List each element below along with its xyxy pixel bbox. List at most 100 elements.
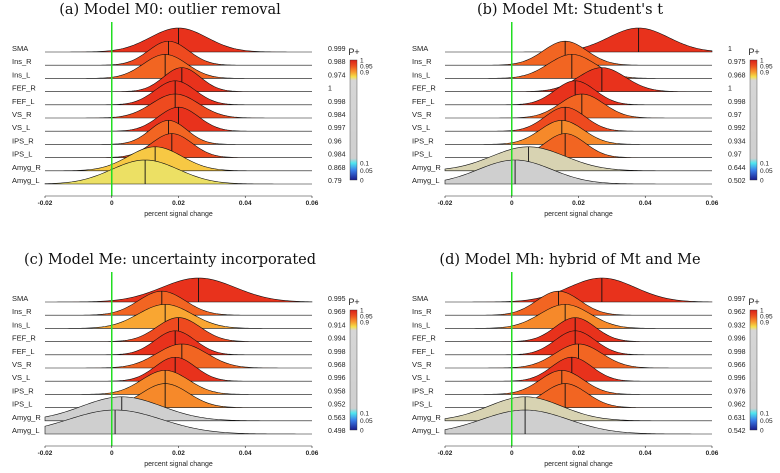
colorbar-tick-label: 0.9 (760, 70, 769, 77)
probability-label-IPS_R: 0.976 (728, 388, 746, 395)
ridge-IPS_R (445, 370, 712, 395)
region-label-IPS_R: IPS_R (12, 386, 34, 395)
colorbar-tick-label: 0.95 (760, 314, 773, 321)
region-label-FEF_R: FEF_R (12, 334, 36, 343)
probability-label-Ins_R: 0.962 (728, 309, 746, 316)
probability-label-SMA: 0.995 (328, 296, 346, 303)
region-label-Amyg_R: Amyg_R (412, 163, 441, 172)
colorbar (749, 59, 758, 181)
x-axis-label: percent signal change (144, 461, 213, 468)
probability-label-VS_R: 0.966 (728, 362, 746, 369)
probability-label-FEF_L: 0.998 (728, 349, 746, 356)
region-label-Ins_L: Ins_L (12, 320, 30, 329)
probability-label-Ins_L: 0.932 (728, 322, 746, 329)
probability-label-Amyg_L: 0.502 (728, 178, 746, 185)
ridge-FEF_R (45, 67, 312, 92)
probability-label-FEF_L: 0.998 (328, 99, 346, 106)
region-label-FEF_R: FEF_R (412, 84, 436, 93)
x-tick-label: 0.06 (306, 450, 319, 457)
colorbar-tick-label: 0.95 (760, 64, 773, 71)
colorbar-tick-label: 0.05 (360, 168, 373, 175)
region-label-Amyg_R: Amyg_R (412, 413, 441, 422)
probability-label-FEF_R: 0.996 (728, 336, 746, 343)
region-label-FEF_R: FEF_R (12, 84, 36, 93)
x-tick-label: 0.04 (239, 200, 252, 207)
region-label-Ins_R: Ins_R (12, 57, 32, 66)
probability-label-FEF_L: 0.998 (328, 349, 346, 356)
colorbar-tick-label: 0.9 (360, 320, 369, 327)
region-label-Amyg_L: Amyg_L (12, 176, 40, 185)
colorbar-tick-label: 0.9 (360, 70, 369, 77)
colorbar (349, 309, 358, 431)
colorbar-tick-label: 0.1 (760, 161, 769, 168)
region-label-Amyg_L: Amyg_L (412, 426, 440, 435)
x-tick-label: 0.02 (572, 200, 585, 207)
ridge-Ins_L (445, 304, 712, 329)
colorbar-tick-label: 0.1 (360, 161, 369, 168)
probability-label-Amyg_L: 0.542 (728, 428, 746, 435)
x-tick-label: -0.02 (438, 450, 453, 457)
colorbar-tick-label: 0 (360, 428, 364, 435)
x-axis-label: percent signal change (144, 211, 213, 218)
colorbar-tick-label: 1 (360, 308, 364, 315)
colorbar-tick-label: 1 (360, 58, 364, 65)
region-label-Ins_R: Ins_R (412, 57, 432, 66)
ridge-IPS_R (445, 120, 712, 145)
region-label-VS_R: VS_R (12, 360, 32, 369)
ridge-IPS_R (45, 120, 312, 145)
ridge-Ins_R (445, 40, 712, 66)
ridge-Ins_R (45, 40, 312, 66)
x-tick-label: 0.04 (639, 450, 652, 457)
x-tick-label: 0 (510, 450, 514, 457)
region-label-VS_R: VS_R (412, 360, 432, 369)
region-label-IPS_L: IPS_L (412, 400, 432, 409)
probability-label-IPS_L: 0.97 (728, 152, 742, 159)
region-label-SMA: SMA (412, 294, 428, 303)
region-label-FEF_R: FEF_R (412, 334, 436, 343)
probability-label-VS_R: 0.97 (728, 112, 742, 119)
region-label-Ins_R: Ins_R (412, 307, 432, 316)
probability-label-IPS_L: 0.984 (328, 152, 346, 159)
probability-label-VS_L: 0.996 (728, 375, 746, 382)
panel-title: (a) Model M0: outlier removal (59, 2, 281, 18)
probability-label-FEF_R: 0.994 (328, 336, 346, 343)
panel-title: (d) Model Mh: hybrid of Mt and Me (439, 252, 700, 268)
x-axis-label: percent signal change (544, 211, 613, 218)
probability-label-Ins_L: 0.974 (328, 72, 346, 79)
probability-label-SMA: 0.997 (728, 296, 746, 303)
region-label-Ins_L: Ins_L (412, 320, 430, 329)
chart-panel-4: (d) Model Mh: hybrid of Mt and Me SMA 0.99… (412, 252, 773, 468)
region-label-FEF_L: FEF_L (12, 97, 35, 106)
colorbar-title: P+ (748, 297, 759, 307)
region-label-FEF_L: FEF_L (412, 97, 435, 106)
probability-label-VS_L: 0.997 (328, 125, 346, 132)
ridge-Ins_R (445, 290, 712, 316)
colorbar-tick-label: 0.9 (760, 320, 769, 327)
colorbar-tick-label: 1 (760, 308, 764, 315)
probability-label-IPS_L: 0.952 (328, 402, 346, 409)
region-label-VS_L: VS_L (12, 373, 30, 382)
region-label-VS_R: VS_R (412, 110, 432, 119)
ridge-Ins_L (45, 54, 312, 79)
region-label-VS_R: VS_R (12, 110, 32, 119)
colorbar-tick-label: 0.05 (360, 418, 373, 425)
region-label-IPS_R: IPS_R (412, 136, 434, 145)
ridge-IPS_R (45, 370, 312, 395)
ridge-VS_L (445, 356, 712, 382)
region-label-IPS_R: IPS_R (412, 386, 434, 395)
region-label-FEF_L: FEF_L (12, 347, 35, 356)
ridge-Ins_L (45, 304, 312, 329)
region-label-Amyg_L: Amyg_L (12, 426, 40, 435)
region-label-IPS_L: IPS_L (12, 400, 32, 409)
ridge-VS_R (445, 93, 712, 119)
x-tick-label: 0.02 (572, 450, 585, 457)
colorbar-title: P+ (348, 47, 359, 57)
colorbar-tick-label: 0.05 (760, 168, 773, 175)
colorbar-tick-label: 0.95 (360, 64, 373, 71)
x-tick-label: 0.02 (172, 450, 185, 457)
probability-label-Ins_R: 0.969 (328, 309, 346, 316)
region-label-SMA: SMA (12, 294, 28, 303)
region-label-IPS_L: IPS_L (412, 150, 432, 159)
x-axis-label: percent signal change (544, 461, 613, 468)
